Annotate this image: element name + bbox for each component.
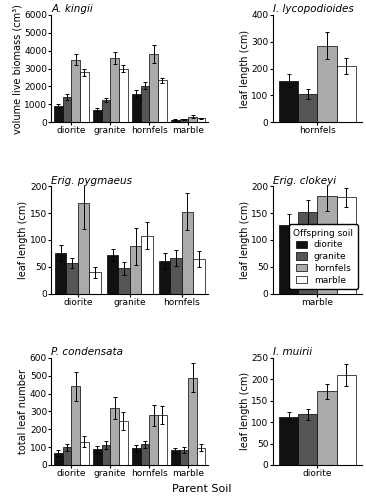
Bar [63, 97, 71, 122]
Y-axis label: leaf length (cm): leaf length (cm) [240, 201, 250, 279]
Bar [102, 445, 110, 465]
Bar [80, 72, 89, 122]
Bar [298, 414, 317, 465]
Bar [78, 202, 89, 294]
Bar [80, 442, 89, 465]
Bar [132, 448, 141, 465]
Bar [54, 453, 63, 465]
Bar [171, 450, 180, 465]
Text: Erig. clokeyi: Erig. clokeyi [273, 176, 336, 186]
Bar [279, 225, 298, 294]
Text: P. condensata: P. condensata [51, 347, 123, 357]
Bar [63, 447, 71, 465]
Bar [102, 100, 110, 122]
Bar [141, 236, 153, 294]
Bar [337, 375, 356, 465]
Bar [337, 197, 356, 294]
Bar [110, 408, 119, 465]
Text: I. muirii: I. muirii [273, 347, 312, 357]
Text: Parent Soil: Parent Soil [172, 484, 231, 494]
Bar [158, 80, 167, 122]
Bar [188, 116, 197, 122]
Bar [119, 420, 127, 465]
Y-axis label: leaf length (cm): leaf length (cm) [240, 372, 250, 450]
Bar [54, 106, 63, 122]
Y-axis label: volume live biomass (cm³): volume live biomass (cm³) [13, 4, 23, 134]
Text: Erig. pygmaeus: Erig. pygmaeus [51, 176, 132, 186]
Bar [130, 246, 141, 294]
Bar [279, 417, 298, 465]
Bar [298, 212, 317, 294]
Bar [118, 268, 130, 293]
Bar [119, 68, 127, 122]
Text: I. lycopodioides: I. lycopodioides [273, 4, 353, 14]
Bar [159, 262, 170, 294]
Legend: diorite, granite, hornfels, marble: diorite, granite, hornfels, marble [289, 224, 358, 289]
Bar [317, 196, 337, 294]
Bar [180, 120, 188, 122]
Bar [132, 94, 141, 122]
Bar [170, 258, 182, 294]
Bar [110, 58, 119, 122]
Bar [317, 46, 337, 122]
Bar [71, 60, 80, 122]
Bar [93, 450, 102, 465]
Bar [197, 448, 205, 465]
Bar [337, 66, 356, 122]
Bar [298, 94, 317, 122]
Bar [180, 450, 188, 465]
Bar [197, 118, 205, 122]
Bar [182, 212, 193, 294]
Y-axis label: leaf length (cm): leaf length (cm) [240, 30, 250, 108]
Bar [317, 392, 337, 465]
Bar [188, 378, 197, 465]
Text: A. kingii: A. kingii [51, 4, 93, 14]
Bar [279, 80, 298, 122]
Bar [193, 258, 205, 294]
Bar [149, 416, 158, 465]
Bar [107, 255, 118, 294]
Bar [141, 86, 149, 122]
Bar [141, 444, 149, 465]
Y-axis label: leaf length (cm): leaf length (cm) [18, 201, 29, 279]
Bar [71, 386, 80, 465]
Bar [158, 416, 167, 465]
Bar [149, 54, 158, 122]
Bar [89, 272, 101, 293]
Bar [67, 263, 78, 294]
Bar [171, 120, 180, 122]
Bar [55, 254, 67, 294]
Bar [93, 110, 102, 122]
Y-axis label: total leaf number: total leaf number [18, 369, 29, 454]
